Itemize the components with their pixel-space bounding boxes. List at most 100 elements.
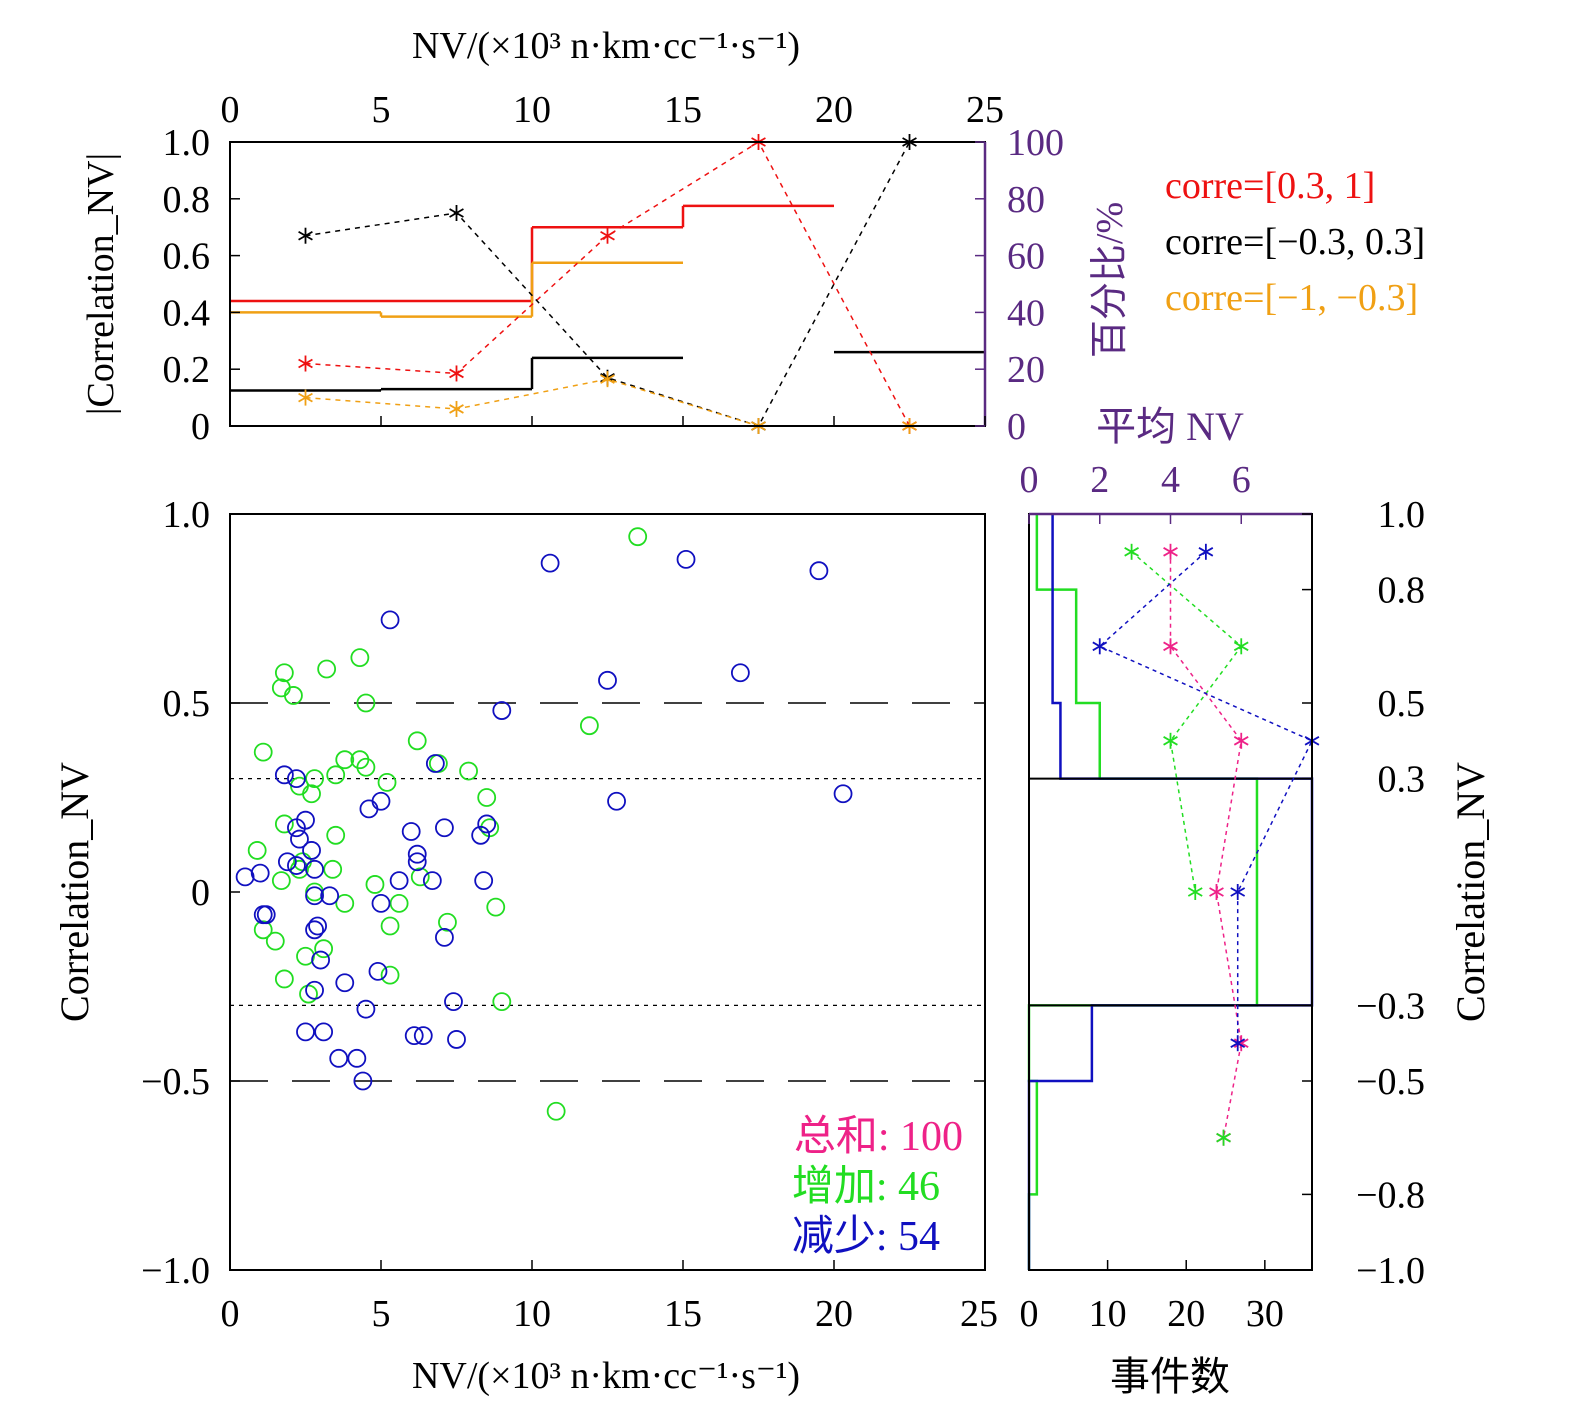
increase-point — [628, 527, 648, 547]
increase-point — [356, 693, 376, 713]
decrease-point — [277, 852, 297, 872]
decrease-point — [371, 893, 391, 913]
increase-point — [265, 931, 285, 951]
decrease-point — [290, 829, 309, 849]
side-top-tick-label: 2 — [1090, 459, 1109, 501]
increase-point — [253, 920, 273, 940]
decrease-point — [320, 886, 340, 906]
side-y-tick-label: 0.5 — [1378, 683, 1426, 725]
decrease-point — [833, 784, 853, 804]
decrease-point — [389, 871, 409, 891]
top-x-tick-label: 20 — [815, 89, 853, 131]
percentage-marker — [449, 205, 464, 221]
increase-point — [477, 788, 497, 807]
decrease-point — [235, 867, 255, 887]
decrease-point — [296, 1022, 315, 1042]
increase-point — [314, 939, 334, 959]
increase-point — [350, 648, 370, 668]
increase-point — [492, 992, 512, 1012]
top-y-tick-label: 0.2 — [163, 349, 211, 391]
decrease-point — [353, 1071, 373, 1091]
increase-point — [579, 716, 599, 736]
decrease-point — [335, 973, 355, 993]
increase-point — [380, 916, 400, 936]
decrease-point — [607, 791, 626, 811]
increase-point — [274, 969, 294, 989]
mean-nv-marker — [1187, 884, 1203, 900]
percentage-marker — [600, 227, 615, 244]
side-x-tick-label: 30 — [1246, 1293, 1284, 1335]
decrease-point — [314, 1022, 334, 1042]
decrease-point — [435, 818, 454, 838]
decrease-point — [356, 999, 376, 1019]
decrease-point — [311, 950, 331, 970]
top-right-tick-label: 100 — [1007, 122, 1064, 164]
percentage-marker — [449, 365, 464, 382]
decrease-point — [287, 769, 306, 788]
legend-entry-low: corre=[−1, −0.3] — [1165, 277, 1418, 319]
side-top-tick-label: 4 — [1161, 459, 1180, 501]
mean-nv-marker — [1124, 543, 1139, 560]
mean-nv-marker — [1216, 1129, 1231, 1146]
top-x-tick-label: 10 — [513, 89, 551, 131]
increase-point — [377, 772, 397, 792]
decrease-point — [730, 663, 750, 683]
main-x-tick-label: 5 — [372, 1293, 391, 1335]
increase-point — [296, 946, 315, 966]
legend-entry-high: corre=[0.3, 1] — [1165, 165, 1375, 207]
mean-nv-marker — [1163, 638, 1178, 655]
top-x-axis-label: NV/(×10³ n·km·cc⁻¹·s⁻¹) — [412, 25, 800, 67]
decrease-point — [413, 1026, 433, 1046]
decrease-point — [540, 553, 560, 573]
decrease-point — [305, 920, 324, 940]
decrease-point — [287, 856, 306, 875]
top-y-tick-label: 0 — [191, 406, 210, 448]
side-x-tick-label: 10 — [1089, 1293, 1127, 1335]
decrease-point — [407, 844, 427, 864]
increase-point — [335, 893, 355, 913]
increase-point — [284, 686, 303, 705]
decrease-point — [425, 754, 445, 773]
increase-point — [380, 965, 400, 985]
increase-point — [335, 750, 355, 770]
increase-count-annotation: 增加: 46 — [792, 1164, 940, 1210]
legend: corre=[0.3, 1] corre=[−0.3, 0.3] corre=[… — [1165, 165, 1425, 319]
percentage-marker — [600, 371, 615, 388]
decrease-point — [477, 814, 497, 834]
top-y-tick-label: 1.0 — [163, 122, 211, 164]
increase-point — [271, 678, 291, 698]
increase-point — [356, 757, 376, 777]
decrease-point — [492, 701, 512, 720]
mean-nv-marker — [1233, 732, 1249, 749]
main-x-axis-label: NV/(×10³ n·km·cc⁻¹·s⁻¹) — [412, 1355, 800, 1397]
mean-nv-marker — [1209, 884, 1224, 900]
decrease-point — [287, 818, 306, 838]
decrease-point — [329, 1048, 349, 1068]
main-x-tick-label: 20 — [815, 1293, 853, 1335]
decrease-point — [407, 852, 427, 872]
decrease-point — [404, 1026, 424, 1046]
increase-point — [299, 984, 318, 1004]
mean-nv-marker — [1233, 638, 1249, 655]
decrease-point — [305, 859, 324, 879]
top-right-tick-label: 0 — [1007, 406, 1026, 448]
legend-entry-mid: corre=[−0.3, 0.3] — [1165, 221, 1425, 263]
side-y-tick-label: −0.8 — [1356, 1174, 1425, 1216]
increase-point — [410, 867, 430, 887]
main-x-tick-label: 10 — [513, 1293, 551, 1335]
decrease-point — [598, 670, 617, 690]
increase-point — [302, 784, 321, 804]
decrease-point — [435, 927, 454, 947]
side-y-tick-label: −1.0 — [1356, 1250, 1425, 1292]
side-y-tick-label: −0.3 — [1356, 985, 1425, 1027]
decrease-point — [422, 871, 442, 891]
increase-point — [438, 912, 457, 932]
increase-point — [407, 731, 427, 751]
main-x-tick-label: 15 — [664, 1293, 702, 1335]
top-right-tick-label: 20 — [1007, 349, 1045, 391]
count-annotations: 总和: 100 增加: 46 减少: 54 — [792, 1114, 963, 1260]
mean-nv-marker — [1092, 638, 1108, 655]
top-x-tick-label: 0 — [221, 89, 240, 131]
main-x-tick-label: 25 — [960, 1293, 998, 1335]
